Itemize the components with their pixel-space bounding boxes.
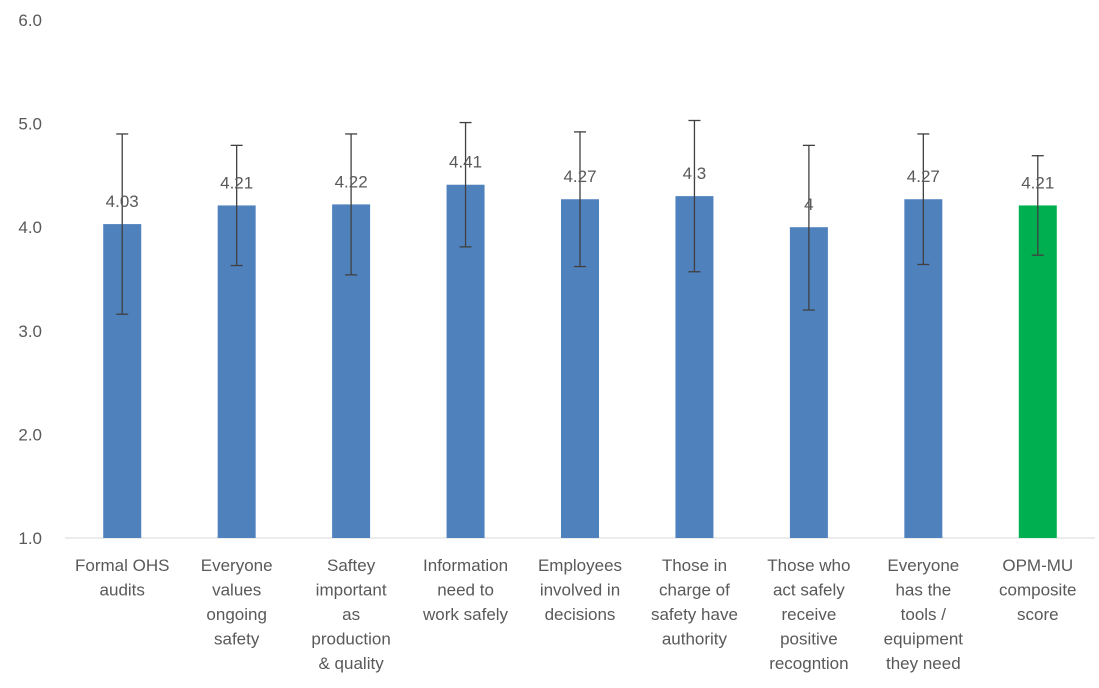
y-tick-label: 2.0 (18, 425, 42, 444)
y-tick-label: 5.0 (18, 115, 42, 134)
x-tick-label-line: involved in (540, 581, 620, 600)
x-tick-label-line: Those in (662, 556, 727, 575)
x-tick-label-line: need to (437, 581, 494, 600)
x-tick-label-line: as (342, 605, 360, 624)
data-label: 4 (804, 195, 813, 214)
x-tick-label-line: decisions (545, 605, 616, 624)
x-tick-label-line: tools / (901, 605, 947, 624)
y-tick-label: 6.0 (18, 11, 42, 30)
x-tick-label-line: OPM-MU (1002, 556, 1073, 575)
x-tick-label-line: Everyone (201, 556, 273, 575)
data-label: 4.3 (683, 164, 707, 183)
x-tick-label-line: receive (781, 605, 836, 624)
x-tick-label: Those in charge of safety have authority (651, 556, 738, 649)
y-tick-label: 4.0 (18, 218, 42, 237)
data-label: 4.27 (907, 167, 940, 186)
error-bar (345, 133, 358, 276)
x-tick-label-line: audits (100, 581, 145, 600)
data-label: 4.03 (106, 192, 139, 211)
x-tick-label-line: composite (999, 581, 1076, 600)
x-tick-label-line: score (1017, 605, 1059, 624)
y-tick-label: 3.0 (18, 322, 42, 341)
x-tick-label-line: values (212, 581, 261, 600)
x-tick-label-line: charge of (659, 581, 730, 600)
error-bar (1031, 155, 1044, 256)
data-label: 4.27 (563, 167, 596, 186)
x-tick-label-line: safety have (651, 605, 738, 624)
x-tick-label-line: has the (895, 581, 951, 600)
x-tick-label-line: important (316, 581, 387, 600)
error-bar (116, 133, 129, 315)
error-bar (688, 119, 701, 273)
x-tick-label-line: act safely (773, 581, 845, 600)
error-bar (917, 133, 930, 266)
x-tick-label-line: equipment (884, 630, 964, 649)
data-label: 4.21 (1021, 173, 1054, 192)
x-tick-label: Those who act safely receive positive recogn… (767, 556, 850, 673)
x-tick-label-line: & quality (319, 654, 385, 673)
bar (1018, 205, 1057, 538)
x-tick-label: Information need to work safely (422, 556, 509, 624)
error-bar (574, 131, 586, 268)
x-tick-label-line: authority (662, 630, 728, 649)
x-tick-label: Everyone has the tools / equipment they need (884, 556, 964, 673)
x-tick-label-line: positive (780, 630, 838, 649)
x-tick-label-line: Those who (767, 556, 850, 575)
x-tick-label: Employees involved in decisions (538, 556, 622, 624)
x-tick-label: Formal OHS audits (75, 556, 169, 600)
data-label: 4.41 (449, 153, 482, 172)
x-tick-label-line: Formal OHS (75, 556, 169, 575)
x-tick-label-line: recogntion (769, 654, 848, 673)
x-tick-label: OPM-MU composite score (999, 556, 1076, 624)
error-bar (230, 144, 243, 267)
x-tick-label-line: Saftey (327, 556, 376, 575)
data-label: 4.21 (220, 173, 253, 192)
x-tick-label-line: they need (886, 654, 961, 673)
x-tick-label-line: Employees (538, 556, 622, 575)
error-bar (459, 121, 472, 248)
y-tick-label: 1.0 (18, 529, 42, 548)
x-tick-label-line: safety (214, 630, 260, 649)
x-tick-label-line: production (311, 630, 390, 649)
x-tick-label-line: work safely (422, 605, 509, 624)
x-tick-label-line: Information (423, 556, 508, 575)
x-tick-label-line: ongoing (206, 605, 267, 624)
x-tick-label: Everyone values ongoing safety (201, 556, 273, 649)
error-bar (802, 144, 815, 311)
data-label: 4.22 (335, 172, 368, 191)
x-tick-label-line: Everyone (887, 556, 959, 575)
x-tick-label: Saftey important as production & quality (311, 556, 390, 673)
